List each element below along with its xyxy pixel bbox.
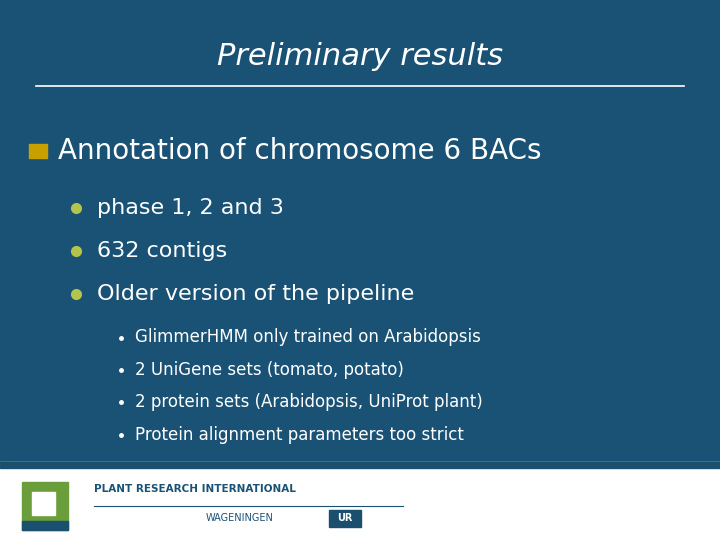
- Bar: [29, 144, 47, 158]
- Bar: [0, 462, 720, 540]
- Text: 2 UniGene sets (tomato, potato): 2 UniGene sets (tomato, potato): [135, 361, 404, 379]
- Text: PLANT RESEARCH INTERNATIONAL: PLANT RESEARCH INTERNATIONAL: [94, 484, 295, 494]
- Bar: [329, 510, 361, 526]
- Text: Older version of the pipeline: Older version of the pipeline: [97, 284, 415, 305]
- Bar: [22, 521, 68, 530]
- Text: phase 1, 2 and 3: phase 1, 2 and 3: [97, 198, 284, 218]
- Text: Annotation of chromosome 6 BACs: Annotation of chromosome 6 BACs: [58, 137, 541, 165]
- Text: GlimmerHMM only trained on Arabidopsis: GlimmerHMM only trained on Arabidopsis: [135, 328, 481, 347]
- Bar: [0, 462, 720, 468]
- Text: UR: UR: [337, 513, 353, 523]
- Text: Protein alignment parameters too strict: Protein alignment parameters too strict: [135, 426, 464, 444]
- Bar: [22, 482, 68, 530]
- Text: WAGENINGEN: WAGENINGEN: [205, 513, 273, 523]
- Bar: [32, 492, 55, 515]
- Text: 632 contigs: 632 contigs: [97, 241, 228, 261]
- Text: Preliminary results: Preliminary results: [217, 42, 503, 71]
- Text: 2 protein sets (Arabidopsis, UniProt plant): 2 protein sets (Arabidopsis, UniProt pla…: [135, 393, 483, 411]
